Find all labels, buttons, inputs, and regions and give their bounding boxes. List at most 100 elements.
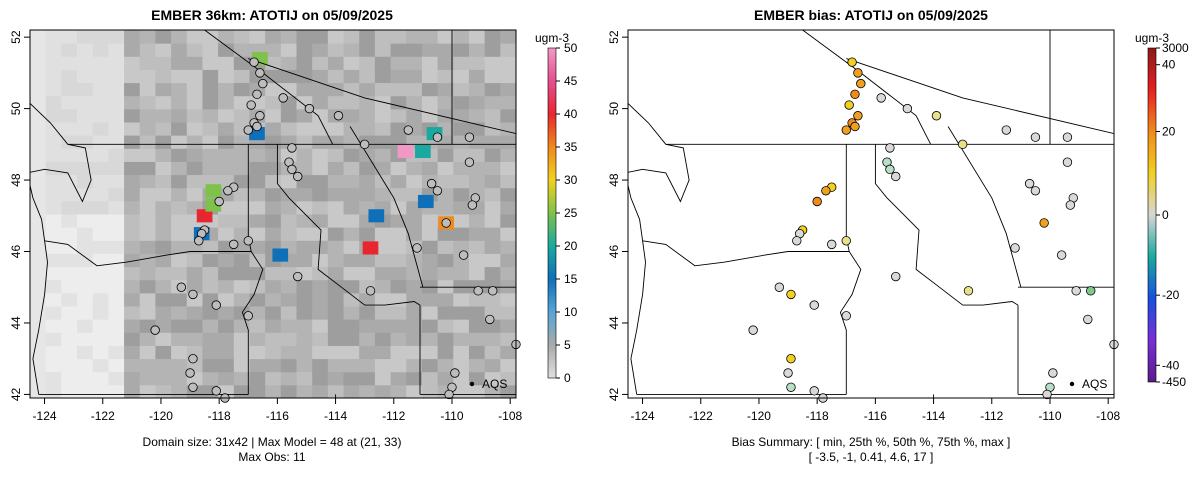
heatmap-cell bbox=[30, 43, 47, 57]
station-bias-marker bbox=[853, 68, 863, 78]
heatmap-cell bbox=[108, 319, 125, 333]
heatmap-cell bbox=[500, 30, 517, 44]
heatmap-cell bbox=[202, 371, 219, 386]
heatmap-cell bbox=[108, 56, 125, 70]
heatmap-cell bbox=[390, 306, 407, 320]
heatmap-cell bbox=[327, 148, 345, 162]
heatmap-cell bbox=[249, 266, 266, 281]
heatmap-cell bbox=[343, 358, 360, 373]
heatmap-cell bbox=[359, 69, 376, 84]
heatmap-cell bbox=[233, 384, 250, 399]
heatmap-cell bbox=[421, 319, 439, 333]
heatmap-cell bbox=[312, 279, 329, 294]
heatmap-cell bbox=[312, 43, 329, 57]
heatmap-cell bbox=[500, 148, 517, 162]
heatmap-cell bbox=[390, 69, 407, 84]
heatmap-cell bbox=[218, 227, 235, 241]
heatmap-cell bbox=[500, 345, 517, 360]
heatmap-cell bbox=[139, 161, 156, 176]
heatmap-cell bbox=[296, 200, 313, 215]
station-bias-marker bbox=[809, 300, 819, 310]
heatmap-cell bbox=[45, 358, 62, 373]
heatmap-cell bbox=[171, 214, 188, 228]
heatmap-cell bbox=[202, 56, 219, 70]
heatmap-cell bbox=[359, 266, 376, 281]
heatmap-cell bbox=[77, 43, 94, 57]
heatmap-cell bbox=[233, 214, 250, 228]
heatmap-cell bbox=[500, 69, 517, 84]
heatmap-cell bbox=[61, 69, 78, 84]
heatmap-cell bbox=[249, 384, 266, 399]
heatmap-cell bbox=[202, 69, 219, 84]
station-marker bbox=[441, 218, 451, 228]
heatmap-cell bbox=[374, 174, 392, 189]
colorbar-label: -20 bbox=[1162, 288, 1180, 302]
heatmap-hotspot bbox=[249, 127, 265, 141]
heatmap-cell bbox=[374, 161, 392, 176]
heatmap-cell bbox=[171, 345, 188, 360]
colorbar-label: -40 bbox=[1162, 358, 1180, 372]
heatmap-cell bbox=[92, 292, 109, 307]
heatmap-cell bbox=[92, 174, 109, 189]
heatmap-cell bbox=[171, 108, 188, 123]
station-marker bbox=[243, 311, 253, 321]
x-tick-label: -118 bbox=[208, 409, 231, 423]
heatmap-cell bbox=[280, 214, 298, 228]
heatmap-cell bbox=[218, 82, 235, 97]
station-marker bbox=[243, 236, 253, 246]
heatmap-cell bbox=[249, 200, 266, 215]
heatmap-cell bbox=[218, 161, 235, 176]
heatmap-cell bbox=[296, 227, 313, 241]
heatmap-cell bbox=[390, 200, 407, 215]
heatmap-cell bbox=[171, 240, 188, 254]
station-bias-marker bbox=[774, 282, 785, 292]
heatmap-cell bbox=[406, 214, 423, 228]
heatmap-cell bbox=[437, 148, 454, 162]
heatmap-cell bbox=[390, 82, 407, 97]
heatmap-cell bbox=[186, 253, 203, 268]
heatmap-cell bbox=[233, 292, 250, 307]
heatmap-cell bbox=[61, 43, 78, 57]
heatmap-cell bbox=[155, 95, 172, 110]
heatmap-cell bbox=[453, 279, 470, 294]
station-bias-marker bbox=[841, 311, 851, 321]
heatmap-cell bbox=[61, 345, 78, 360]
heatmap-cell bbox=[171, 384, 188, 399]
heatmap-cell bbox=[359, 174, 376, 189]
heatmap-cell bbox=[202, 240, 219, 254]
heatmap-cell bbox=[484, 95, 501, 110]
heatmap-cell bbox=[500, 200, 517, 215]
heatmap-cell bbox=[468, 358, 486, 373]
heatmap-cell bbox=[186, 306, 203, 320]
heatmap-cell bbox=[202, 43, 219, 57]
heatmap-cell bbox=[233, 371, 250, 386]
heatmap-cell bbox=[30, 227, 47, 241]
heatmap-cell bbox=[406, 384, 423, 399]
heatmap-cell bbox=[437, 319, 454, 333]
station-bias-marker bbox=[1039, 218, 1049, 228]
heatmap-cell bbox=[484, 332, 501, 346]
heatmap-cell bbox=[265, 358, 282, 373]
heatmap-cell bbox=[359, 95, 376, 110]
heatmap-cell bbox=[45, 227, 62, 241]
heatmap-cell bbox=[343, 227, 360, 241]
heatmap-cell bbox=[186, 56, 203, 70]
heatmap-cell bbox=[327, 30, 345, 44]
heatmap-cell bbox=[218, 371, 235, 386]
station-bias-marker bbox=[844, 100, 854, 110]
left-colorbar: ugm-3 0 5 10 15 20 25 30 35 40 45 50 bbox=[535, 31, 578, 385]
station-marker bbox=[252, 89, 262, 100]
station-bias-marker bbox=[931, 111, 942, 121]
heatmap-cell bbox=[30, 214, 47, 228]
heatmap-cell bbox=[343, 108, 360, 123]
x-tick-label: -124 bbox=[631, 409, 655, 423]
heatmap-cell bbox=[343, 214, 360, 228]
heatmap-cell bbox=[280, 358, 298, 373]
heatmap-cell bbox=[484, 227, 501, 241]
heatmap-cell bbox=[30, 69, 47, 84]
heatmap-cell bbox=[30, 266, 47, 281]
heatmap-cell bbox=[124, 161, 141, 176]
heatmap-cell bbox=[296, 253, 313, 268]
x-tick-label: -108 bbox=[1096, 409, 1120, 423]
heatmap-cell bbox=[108, 69, 125, 84]
